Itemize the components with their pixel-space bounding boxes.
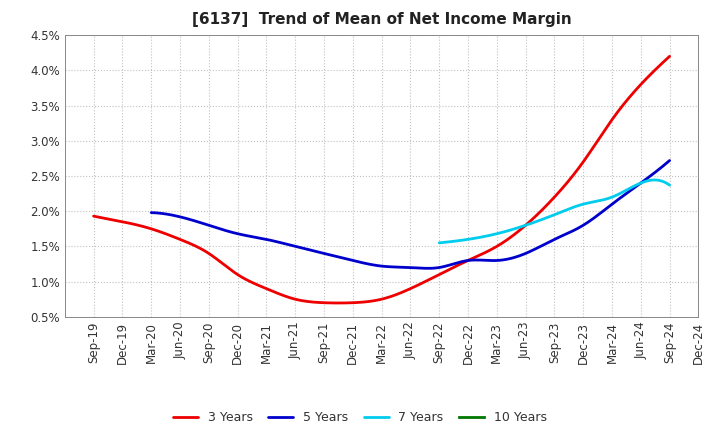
Legend: 3 Years, 5 Years, 7 Years, 10 Years: 3 Years, 5 Years, 7 Years, 10 Years — [168, 407, 552, 429]
Title: [6137]  Trend of Mean of Net Income Margin: [6137] Trend of Mean of Net Income Margi… — [192, 12, 572, 27]
